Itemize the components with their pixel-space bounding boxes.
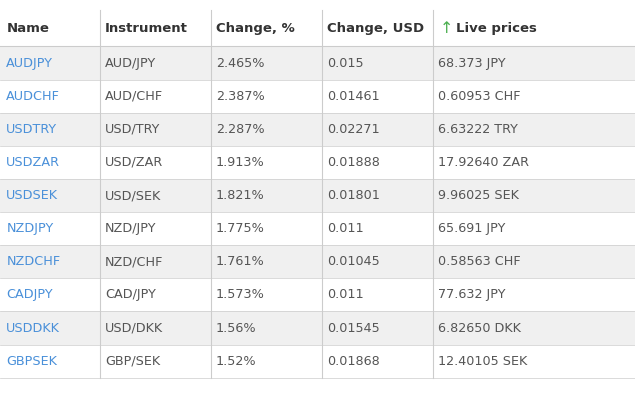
Text: GBP/SEK: GBP/SEK <box>105 355 160 368</box>
Text: NZD/JPY: NZD/JPY <box>105 222 156 235</box>
Text: 1.775%: 1.775% <box>216 222 265 235</box>
Text: 0.01045: 0.01045 <box>327 255 380 268</box>
Bar <box>0 311 635 345</box>
Bar <box>0 245 635 278</box>
Text: 68.373 JPY: 68.373 JPY <box>438 57 505 69</box>
Bar <box>0 146 635 179</box>
Text: Instrument: Instrument <box>105 22 188 35</box>
Text: 0.02271: 0.02271 <box>327 123 380 136</box>
Text: 0.58563 CHF: 0.58563 CHF <box>438 255 521 268</box>
Text: 1.52%: 1.52% <box>216 355 257 368</box>
Text: USDZAR: USDZAR <box>6 156 60 169</box>
Text: 12.40105 SEK: 12.40105 SEK <box>438 355 528 368</box>
Text: 0.01888: 0.01888 <box>327 156 380 169</box>
Bar <box>0 113 635 146</box>
Text: 6.63222 TRY: 6.63222 TRY <box>438 123 518 136</box>
Bar <box>0 345 635 378</box>
Text: 17.92640 ZAR: 17.92640 ZAR <box>438 156 529 169</box>
Text: USD/ZAR: USD/ZAR <box>105 156 163 169</box>
Text: 2.287%: 2.287% <box>216 123 265 136</box>
Bar <box>0 46 635 80</box>
Text: CAD/JPY: CAD/JPY <box>105 288 156 301</box>
Bar <box>0 278 635 311</box>
Text: 0.01461: 0.01461 <box>327 90 380 103</box>
Text: USDTRY: USDTRY <box>6 123 58 136</box>
Bar <box>0 80 635 113</box>
Text: AUDJPY: AUDJPY <box>6 57 53 69</box>
Text: AUD/CHF: AUD/CHF <box>105 90 163 103</box>
Text: USD/SEK: USD/SEK <box>105 189 161 202</box>
Text: CADJPY: CADJPY <box>6 288 53 301</box>
Text: NZDCHF: NZDCHF <box>6 255 60 268</box>
Text: 65.691 JPY: 65.691 JPY <box>438 222 505 235</box>
Bar <box>0 10 635 46</box>
Text: 1.56%: 1.56% <box>216 322 257 335</box>
Text: 2.465%: 2.465% <box>216 57 264 69</box>
Text: USDSEK: USDSEK <box>6 189 58 202</box>
Bar <box>0 212 635 245</box>
Text: Change, %: Change, % <box>216 22 295 35</box>
Text: 0.015: 0.015 <box>327 57 364 69</box>
Text: Live prices: Live prices <box>456 22 537 35</box>
Text: Name: Name <box>6 22 50 35</box>
Text: AUD/JPY: AUD/JPY <box>105 57 156 69</box>
Text: 1.761%: 1.761% <box>216 255 265 268</box>
Text: 77.632 JPY: 77.632 JPY <box>438 288 505 301</box>
Text: 0.01868: 0.01868 <box>327 355 380 368</box>
Text: 9.96025 SEK: 9.96025 SEK <box>438 189 519 202</box>
Text: Change, USD: Change, USD <box>327 22 424 35</box>
Text: 2.387%: 2.387% <box>216 90 265 103</box>
Text: 0.011: 0.011 <box>327 288 364 301</box>
Text: NZD/CHF: NZD/CHF <box>105 255 163 268</box>
Text: USD/TRY: USD/TRY <box>105 123 160 136</box>
Text: GBPSEK: GBPSEK <box>6 355 57 368</box>
Text: USD/DKK: USD/DKK <box>105 322 163 335</box>
Text: USDDKK: USDDKK <box>6 322 60 335</box>
Text: 0.011: 0.011 <box>327 222 364 235</box>
Text: 1.821%: 1.821% <box>216 189 265 202</box>
Bar <box>0 179 635 212</box>
Text: 6.82650 DKK: 6.82650 DKK <box>438 322 521 335</box>
Text: ↑: ↑ <box>439 21 453 36</box>
Text: 1.913%: 1.913% <box>216 156 265 169</box>
Text: 0.01801: 0.01801 <box>327 189 380 202</box>
Text: 0.01545: 0.01545 <box>327 322 380 335</box>
Text: AUDCHF: AUDCHF <box>6 90 60 103</box>
Text: 1.573%: 1.573% <box>216 288 265 301</box>
Text: NZDJPY: NZDJPY <box>6 222 53 235</box>
Text: 0.60953 CHF: 0.60953 CHF <box>438 90 521 103</box>
